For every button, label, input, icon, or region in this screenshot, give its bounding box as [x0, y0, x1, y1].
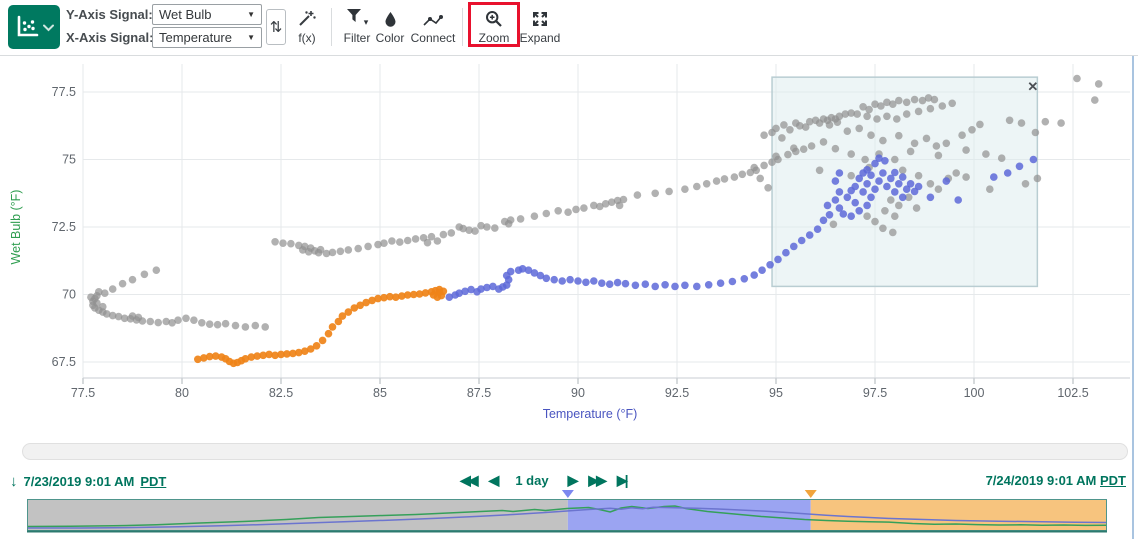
select-caret-icon: ▼ — [247, 10, 255, 19]
expand-tool-button[interactable]: Expand — [518, 7, 562, 45]
svg-text:95: 95 — [769, 386, 783, 400]
time-range-bar[interactable] — [0, 490, 1138, 539]
step-to-end-button[interactable]: ▶| — [616, 472, 629, 488]
formula-tool-button[interactable]: f(x) — [288, 7, 326, 45]
y-axis-signal-label: Y-Axis Signal: — [66, 7, 153, 22]
step-forward-fast-button[interactable]: ▶▶ — [588, 472, 606, 488]
filter-tool-button[interactable]: ▾ Filter — [336, 7, 378, 45]
selection-close-icon[interactable]: ✕ — [1027, 79, 1038, 94]
range-end-date[interactable]: 7/24/2019 9:01 AM — [985, 473, 1097, 488]
step-back-button[interactable]: ◀ — [488, 472, 500, 488]
step-back-fast-button[interactable]: ◀◀ — [460, 472, 478, 488]
formula-wand-icon — [288, 7, 326, 28]
zoom-tool-button[interactable]: Zoom — [474, 7, 514, 45]
down-arrow-icon: ↓ — [10, 473, 18, 490]
scatter-series-orange — [194, 285, 448, 368]
chevron-down-icon — [42, 20, 54, 35]
y-axis-signal-value: Wet Bulb — [159, 7, 212, 22]
svg-text:82.5: 82.5 — [269, 386, 293, 400]
svg-text:70: 70 — [62, 288, 76, 302]
toolbar: Y-Axis Signal: Wet Bulb ▼ X-Axis Signal:… — [0, 0, 1138, 56]
svg-text:97.5: 97.5 — [863, 386, 887, 400]
svg-text:85: 85 — [373, 386, 387, 400]
x-axis-signal-value: Temperature — [159, 30, 232, 45]
range-end[interactable]: 7/24/2019 9:01 AM PDT — [986, 473, 1126, 488]
svg-text:75: 75 — [62, 153, 76, 167]
connect-tool-button[interactable]: Connect — [408, 7, 458, 45]
color-droplet-icon — [372, 7, 408, 28]
formula-tool-label: f(x) — [298, 31, 316, 45]
toolbar-separator — [462, 8, 463, 46]
chart-type-button[interactable] — [8, 5, 60, 49]
swap-axes-button[interactable]: ⇅ — [266, 9, 286, 45]
blue-capsule[interactable] — [567, 499, 811, 531]
y-axis-signal-select[interactable]: Wet Bulb ▼ — [152, 4, 262, 25]
step-forward-button[interactable]: ▶ — [567, 472, 579, 488]
range-end-timezone[interactable]: PDT — [1100, 473, 1126, 488]
x-axis-title: Temperature (°F) — [543, 407, 638, 421]
svg-text:77.5: 77.5 — [52, 85, 76, 99]
x-axis-signal-label: X-Axis Signal: — [66, 30, 154, 45]
y-axis-title: Wet Bulb (°F) — [9, 190, 23, 265]
svg-text:90: 90 — [571, 386, 585, 400]
x-axis-signal-select[interactable]: Temperature ▼ — [152, 27, 262, 48]
expand-arrows-icon — [518, 7, 562, 28]
orange-range-start-marker-icon[interactable] — [804, 490, 817, 498]
scatter-series-blue — [445, 154, 1038, 301]
color-tool-button[interactable]: Color — [372, 7, 408, 45]
filter-caret-icon: ▾ — [363, 17, 369, 27]
range-start[interactable]: ↓ 7/23/2019 9:01 AM PDT — [10, 473, 166, 490]
svg-text:67.5: 67.5 — [52, 355, 76, 369]
range-duration-label[interactable]: 1 day — [515, 472, 549, 488]
svg-text:92.5: 92.5 — [665, 386, 689, 400]
swap-axes-icon: ⇅ — [269, 19, 283, 36]
range-start-date[interactable]: 7/23/2019 9:01 AM — [23, 474, 135, 489]
connect-icon — [408, 7, 458, 28]
zoom-selection-region[interactable] — [771, 76, 1039, 288]
axis-labels: 77.5 80 82.5 85 87.5 90 92.5 95 97.5 100 102.5 67.5… — [52, 85, 1089, 400]
svg-text:102.5: 102.5 — [1057, 386, 1088, 400]
connect-tool-label: Connect — [410, 31, 456, 45]
svg-text:100: 100 — [964, 386, 985, 400]
chart-x-scrollbar[interactable] — [22, 443, 1128, 460]
blue-range-start-marker-icon[interactable] — [561, 490, 574, 498]
range-start-timezone[interactable]: PDT — [140, 474, 167, 489]
svg-text:77.5: 77.5 — [71, 386, 95, 400]
scatter-series-gray — [87, 74, 1103, 331]
color-tool-label: Color — [375, 31, 405, 45]
svg-text:87.5: 87.5 — [467, 386, 491, 400]
filter-tool-label: Filter — [343, 31, 371, 45]
toolbar-separator — [331, 8, 332, 46]
time-navigation: ◀◀ ◀ 1 day ▶ ▶▶ ▶| — [460, 472, 629, 488]
filter-funnel-icon — [346, 8, 362, 28]
scatter-chart-canvas[interactable]: ✕ 77.5 80 82.5 85 87.5 90 92.5 95 97.5 100 102.5 67.… — [0, 56, 1138, 434]
pane-divider — [1132, 56, 1134, 539]
select-caret-icon: ▼ — [247, 33, 255, 42]
svg-text:80: 80 — [175, 386, 189, 400]
zoom-tool-label: Zoom — [478, 31, 510, 45]
orange-capsule[interactable] — [810, 499, 1107, 531]
scatter-chart-icon — [15, 14, 39, 41]
svg-text:72.5: 72.5 — [52, 220, 76, 234]
zoom-magnifier-icon — [474, 7, 514, 28]
expand-tool-label: Expand — [519, 31, 561, 45]
timebar-line-temperature — [27, 506, 1108, 529]
